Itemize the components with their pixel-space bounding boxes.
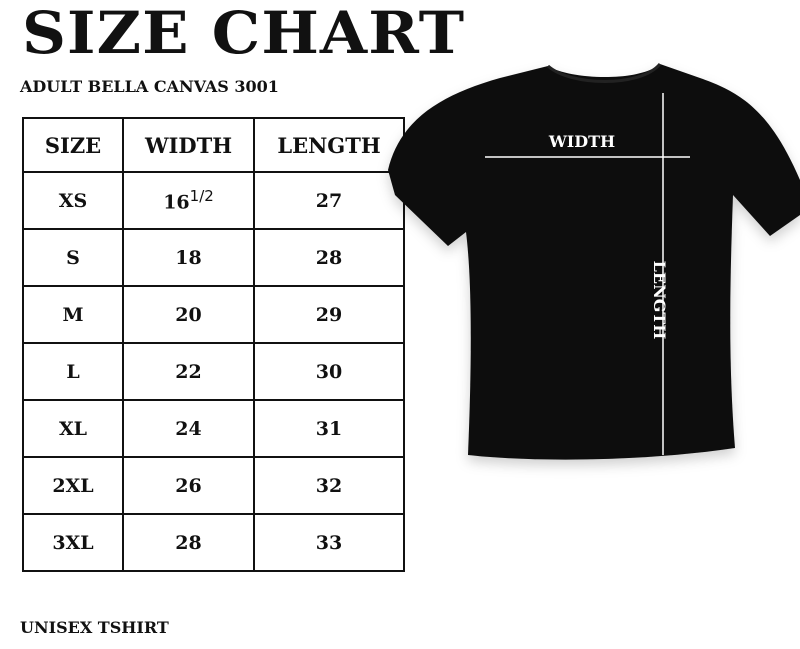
width-cell: 28 [122, 513, 255, 572]
header-size: SIZE [22, 117, 124, 173]
size-cell: M [22, 285, 124, 344]
width-value: 16 [163, 191, 190, 214]
page-title: SIZE CHART [22, 0, 466, 67]
width-value: 26 [175, 474, 202, 497]
size-table: SIZE WIDTH LENGTH XS 161/2 27 S 18 28 M 20… [22, 117, 405, 572]
length-cell: 33 [253, 513, 405, 572]
table-header-row: SIZE WIDTH LENGTH [22, 117, 405, 173]
footer-label: UNISEX TSHIRT [20, 618, 169, 637]
table-row: 3XL 28 33 [22, 513, 405, 572]
width-cell: 18 [122, 228, 255, 287]
size-cell: S [22, 228, 124, 287]
width-fraction: 1/2 [189, 187, 214, 206]
size-cell: 3XL [22, 513, 124, 572]
table-row: 2XL 26 32 [22, 456, 405, 515]
width-value: 20 [175, 303, 202, 326]
width-value: 24 [175, 417, 202, 440]
length-cell: 30 [253, 342, 405, 401]
table-row: XL 24 31 [22, 399, 405, 458]
width-cell: 26 [122, 456, 255, 515]
table-row: M 20 29 [22, 285, 405, 344]
width-label: WIDTH [548, 132, 615, 151]
width-cell: 24 [122, 399, 255, 458]
table-row: XS 161/2 27 [22, 171, 405, 230]
size-cell: XS [22, 171, 124, 230]
width-value: 18 [175, 246, 202, 269]
table-row: L 22 30 [22, 342, 405, 401]
header-length: LENGTH [253, 117, 405, 173]
subtitle: ADULT BELLA CANVAS 3001 [20, 77, 279, 96]
table-row: S 18 28 [22, 228, 405, 287]
width-value: 28 [175, 531, 202, 554]
length-cell: 28 [253, 228, 405, 287]
size-cell: XL [22, 399, 124, 458]
width-value: 22 [175, 360, 202, 383]
length-cell: 29 [253, 285, 405, 344]
size-cell: 2XL [22, 456, 124, 515]
width-cell: 20 [122, 285, 255, 344]
length-label: LENGTH [650, 261, 669, 340]
width-cell: 22 [122, 342, 255, 401]
length-cell: 31 [253, 399, 405, 458]
tshirt-shape [388, 64, 800, 460]
header-width: WIDTH [122, 117, 255, 173]
width-cell: 161/2 [122, 171, 255, 230]
size-cell: L [22, 342, 124, 401]
length-cell: 32 [253, 456, 405, 515]
